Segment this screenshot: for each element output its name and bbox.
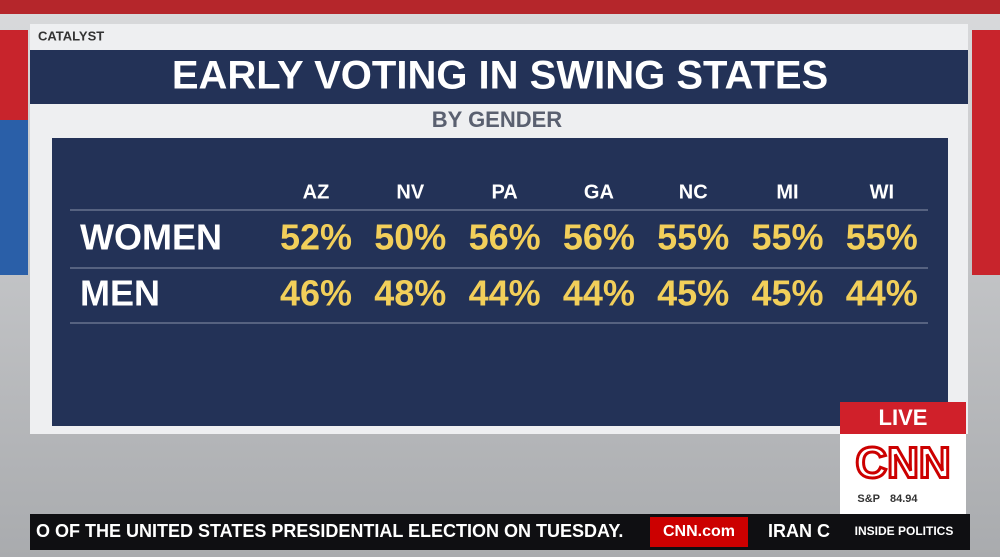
cell: 44% — [846, 273, 918, 314]
cell: 52% — [280, 217, 352, 258]
cell: 55% — [657, 217, 729, 258]
cell: 45% — [751, 273, 823, 314]
site: CNN.com — [663, 523, 735, 540]
brand: CATALYST — [38, 28, 104, 43]
live: LIVE — [879, 405, 928, 430]
column-header: GA — [584, 181, 614, 203]
column-header: NV — [396, 181, 424, 203]
cell: 48% — [374, 273, 446, 314]
cell: 55% — [846, 217, 918, 258]
cell: 44% — [563, 273, 635, 314]
column-header: NC — [679, 181, 708, 203]
cell: 56% — [469, 217, 541, 258]
site-box — [650, 517, 748, 547]
cell: 55% — [751, 217, 823, 258]
logo: CNN — [855, 439, 950, 488]
index-name: S&P — [857, 493, 880, 505]
cell: 46% — [280, 273, 352, 314]
crawl-text: O OF THE UNITED STATES PRESIDENTIAL ELEC… — [36, 521, 623, 541]
side-red-right — [972, 30, 1000, 275]
table: AZ NV PA GA NC MI WI WOMEN 52% 50% 56% 56% 55% 55% 55%… — [70, 181, 928, 324]
top-stripe — [0, 0, 1000, 14]
column-header: AZ — [303, 181, 330, 203]
title: EARLY VOTING IN SWING STATES — [172, 54, 828, 98]
row-label: MEN — [80, 273, 160, 314]
index-value: 84.94 — [890, 493, 918, 505]
column-header: WI — [870, 181, 894, 203]
column-header: MI — [776, 181, 798, 203]
crawl-next: IRAN C — [768, 521, 830, 541]
crawl-bar — [30, 514, 970, 550]
live-box — [840, 402, 966, 434]
show: INSIDE POLITICS — [855, 524, 954, 538]
title-band — [30, 50, 968, 104]
show-box — [840, 516, 968, 548]
table-area — [52, 138, 948, 426]
cell: 45% — [657, 273, 729, 314]
side-red — [0, 30, 28, 120]
logo-box — [840, 434, 966, 514]
cell: 44% — [469, 273, 541, 314]
cell: 56% — [563, 217, 635, 258]
row-label: WOMEN — [80, 217, 222, 258]
side-blue — [0, 120, 28, 275]
subtitle: BY GENDER — [432, 107, 563, 132]
cell: 50% — [374, 217, 446, 258]
column-header: PA — [491, 181, 517, 203]
